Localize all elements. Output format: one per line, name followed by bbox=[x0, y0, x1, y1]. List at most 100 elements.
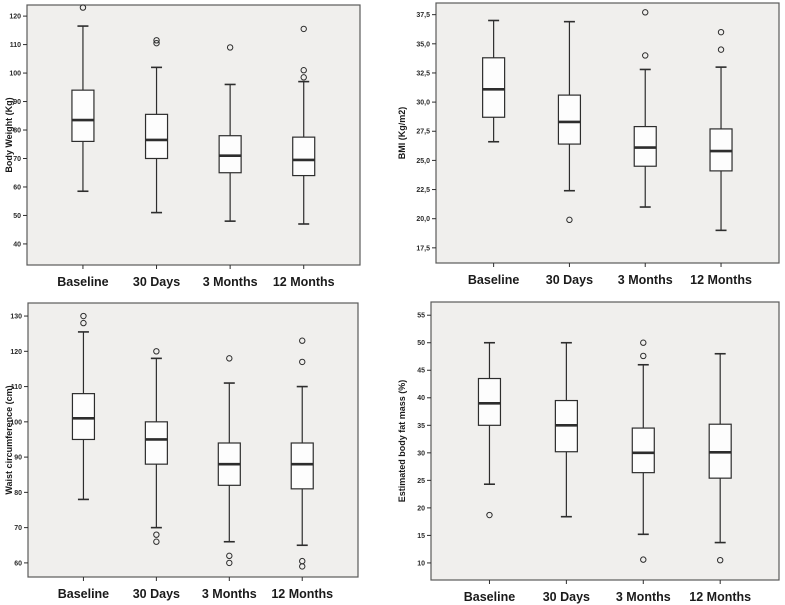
y-tick-label: 37,5 bbox=[416, 12, 430, 19]
outlier-point bbox=[226, 44, 234, 51]
outlier-point bbox=[300, 74, 307, 81]
outlier-point bbox=[80, 312, 87, 320]
iqr-box bbox=[218, 135, 242, 174]
outlier-point bbox=[226, 355, 233, 362]
y-tick-label: 120 bbox=[10, 349, 22, 356]
box-group-baseline bbox=[71, 312, 96, 501]
y-tick-label: 70 bbox=[14, 525, 22, 532]
outlier-point bbox=[640, 339, 647, 346]
y-tick-label: 60 bbox=[14, 560, 22, 567]
y-tick-label: 40 bbox=[417, 395, 425, 402]
box-group-30-days bbox=[144, 37, 169, 214]
category-label: Baseline bbox=[58, 587, 109, 601]
y-tick-label: 17,5 bbox=[416, 245, 430, 252]
outlier-point bbox=[642, 9, 649, 16]
category-label: 12 Months bbox=[689, 590, 751, 604]
boxplot-svg: 10 15 20 25 30 35 40 45 50 55 Estimated body fat m… bbox=[397, 301, 780, 604]
outlier-point bbox=[153, 39, 160, 47]
box-group-30-days bbox=[557, 20, 582, 224]
y-tick-label: 22,5 bbox=[416, 187, 430, 194]
y-tick-label: 120 bbox=[9, 14, 21, 21]
box-group-12-months bbox=[290, 337, 314, 570]
boxplot-svg: 17,5 20,0 22,5 25,0 27,5 30,0 32,5 35,0 37,5 BMI … bbox=[397, 2, 780, 287]
outlier-point bbox=[717, 28, 725, 36]
category-label: 30 Days bbox=[546, 273, 593, 287]
outlier-point bbox=[153, 348, 160, 355]
outlier-point bbox=[299, 337, 306, 344]
y-tick-label: 130 bbox=[10, 313, 22, 320]
y-axis-title: Body Weight (Kg) bbox=[4, 97, 14, 172]
y-tick-label: 40 bbox=[13, 241, 21, 248]
outlier-point bbox=[153, 37, 160, 44]
outlier-point bbox=[642, 52, 649, 59]
panel-body-weight: 40 50 60 70 80 90 100 110 120 Body Weight (Kg) Bas… bbox=[0, 0, 392, 300]
iqr-box bbox=[557, 94, 582, 145]
y-tick-label: 100 bbox=[9, 71, 21, 78]
box-group-baseline bbox=[477, 341, 502, 519]
y-tick-label: 35 bbox=[417, 423, 425, 430]
category-label: 3 Months bbox=[203, 275, 258, 289]
y-tick-label: 90 bbox=[13, 99, 21, 106]
outlier-point bbox=[300, 25, 307, 33]
outlier-point bbox=[299, 358, 306, 366]
y-tick-label: 15 bbox=[417, 533, 425, 540]
y-axis-title: Waist circumference (cm) bbox=[4, 385, 14, 494]
y-tick-label: 110 bbox=[11, 384, 22, 391]
category-label: 30 Days bbox=[543, 590, 590, 604]
category-label: 3 Months bbox=[618, 273, 673, 287]
category-label: Baseline bbox=[464, 590, 515, 604]
iqr-box bbox=[144, 421, 168, 465]
box-group-12-months bbox=[709, 28, 733, 232]
category-label: 12 Months bbox=[690, 273, 752, 287]
box-group-3-months bbox=[633, 9, 657, 208]
outlier-point bbox=[716, 556, 724, 564]
box-group-30-days bbox=[144, 348, 168, 545]
panel-bmi: 17,5 20,0 22,5 25,0 27,5 30,0 32,5 35,0 37,5 BMI … bbox=[393, 0, 785, 300]
outlier-point bbox=[299, 557, 306, 565]
y-tick-label: 25,0 bbox=[416, 158, 430, 165]
outlier-point bbox=[300, 67, 307, 74]
y-tick-label: 110 bbox=[10, 42, 21, 49]
iqr-box bbox=[71, 393, 96, 441]
y-tick-label: 10 bbox=[417, 560, 425, 567]
panel-body-fat: 10 15 20 25 30 35 40 45 50 55 Estimated body fat m… bbox=[393, 300, 785, 605]
iqr-box bbox=[290, 442, 314, 490]
category-label: Baseline bbox=[57, 275, 108, 289]
category-label: 12 Months bbox=[273, 275, 335, 289]
outlier-point bbox=[486, 511, 493, 519]
box-group-3-months bbox=[631, 339, 655, 563]
boxplot-svg: 40 50 60 70 80 90 100 110 120 Body Weight (Kg) Bas… bbox=[4, 4, 361, 289]
outlier-point bbox=[226, 552, 233, 560]
boxplot-svg: 60 70 80 90 100 110 120 130 Waist circumference … bbox=[4, 302, 359, 601]
y-tick-label: 27,5 bbox=[416, 129, 430, 136]
outlier-point bbox=[566, 216, 573, 224]
category-label: 3 Months bbox=[202, 587, 257, 601]
iqr-box bbox=[631, 427, 655, 474]
category-label: 30 Days bbox=[133, 275, 180, 289]
outlier-point bbox=[80, 319, 87, 327]
y-tick-label: 50 bbox=[417, 340, 425, 347]
outlier-point bbox=[717, 46, 725, 53]
box-group-30-days bbox=[554, 341, 578, 518]
y-tick-label: 80 bbox=[13, 127, 21, 134]
y-tick-label: 60 bbox=[13, 184, 21, 191]
outlier-point bbox=[79, 4, 87, 11]
category-label: 12 Months bbox=[271, 587, 333, 601]
y-axis-title: Estimated body fat mass (%) bbox=[397, 380, 407, 503]
y-tick-label: 100 bbox=[10, 419, 22, 426]
iqr-box bbox=[71, 89, 95, 143]
y-tick-label: 32,5 bbox=[416, 70, 430, 77]
category-label: 3 Months bbox=[616, 590, 671, 604]
y-tick-label: 70 bbox=[13, 156, 21, 163]
box-group-baseline bbox=[482, 19, 506, 143]
box-group-12-months bbox=[708, 352, 732, 564]
y-tick-label: 30,0 bbox=[416, 100, 430, 107]
outlier-point bbox=[153, 538, 160, 545]
y-tick-label: 20,0 bbox=[416, 216, 430, 223]
y-tick-label: 90 bbox=[14, 455, 22, 462]
box-group-12-months bbox=[292, 25, 316, 225]
box-group-3-months bbox=[218, 44, 242, 222]
iqr-box bbox=[292, 136, 316, 177]
y-axis-title: BMI (Kg/m2) bbox=[397, 107, 407, 160]
box-group-3-months bbox=[217, 355, 241, 567]
